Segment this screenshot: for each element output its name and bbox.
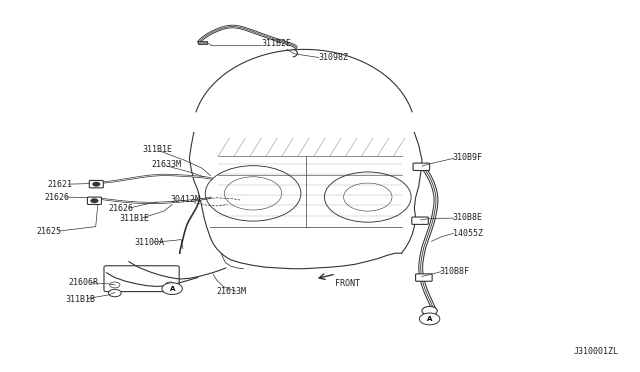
- Text: 21626: 21626: [108, 203, 134, 213]
- Text: 310B8F: 310B8F: [440, 267, 470, 276]
- Text: 30412M: 30412M: [170, 195, 200, 204]
- Text: FRONT: FRONT: [335, 279, 360, 288]
- Bar: [198, 41, 207, 44]
- Text: 21633M: 21633M: [152, 160, 182, 169]
- Text: 311B1B: 311B1B: [65, 295, 95, 304]
- Text: 31098Z: 31098Z: [319, 53, 349, 62]
- FancyBboxPatch shape: [412, 217, 428, 224]
- Text: 14055Z: 14055Z: [452, 229, 483, 238]
- FancyBboxPatch shape: [88, 197, 101, 205]
- Text: 310B9F: 310B9F: [452, 153, 483, 162]
- Text: 31100A: 31100A: [134, 238, 164, 247]
- Text: 21625: 21625: [36, 227, 61, 235]
- Text: 311B2E: 311B2E: [261, 39, 291, 48]
- FancyBboxPatch shape: [90, 180, 103, 188]
- Text: J310001ZL: J310001ZL: [573, 347, 618, 356]
- FancyBboxPatch shape: [415, 274, 432, 281]
- Text: A: A: [427, 316, 432, 322]
- Text: 310B8E: 310B8E: [452, 213, 483, 222]
- Text: 21606R: 21606R: [68, 278, 99, 287]
- Text: A: A: [170, 286, 175, 292]
- Text: 311B1E: 311B1E: [119, 214, 149, 222]
- Text: 311B1E: 311B1E: [143, 145, 173, 154]
- Text: 21621: 21621: [47, 180, 72, 189]
- FancyBboxPatch shape: [413, 163, 429, 170]
- Circle shape: [93, 182, 100, 186]
- Circle shape: [419, 313, 440, 325]
- Circle shape: [91, 199, 99, 203]
- Circle shape: [162, 283, 182, 295]
- Text: 21613M: 21613M: [217, 288, 247, 296]
- Circle shape: [422, 307, 437, 315]
- Text: 21626: 21626: [45, 193, 70, 202]
- Circle shape: [108, 289, 121, 297]
